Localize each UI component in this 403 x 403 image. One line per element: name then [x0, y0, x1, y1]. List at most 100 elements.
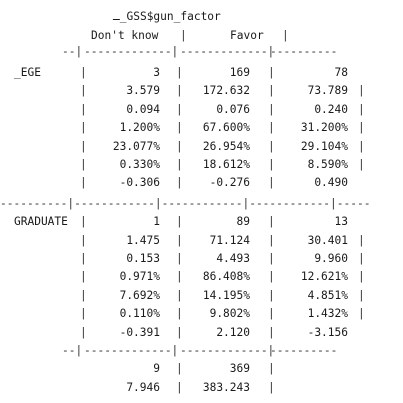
cell-oppose: 0.490: [314, 176, 348, 190]
cell-dont-know: 23.077%: [112, 139, 160, 153]
cell-dont-know: -0.306: [119, 176, 160, 190]
col-divider: |: [80, 84, 87, 98]
row-group-label: GRADUATE: [14, 215, 68, 229]
col-divider: |: [268, 380, 275, 394]
cell-oppose: 13: [334, 215, 348, 229]
total-rule-row: --| -------------| -------------| ---------…: [0, 344, 403, 358]
rule: -------------|: [84, 45, 179, 58]
total-dont-know: 9: [153, 362, 160, 376]
cell-favor: 4.493: [216, 252, 250, 265]
col-divider: |: [176, 84, 183, 98]
cell-favor: 26.954%: [202, 139, 250, 153]
cell-oppose: 12.621%: [300, 270, 348, 284]
table-row: | -0.391 | 2.120 | -3.156: [0, 326, 403, 340]
col-divider: |: [80, 121, 87, 135]
col-divider: |: [176, 252, 183, 265]
header-rule-row: --| -------------| -------------| ------…: [0, 45, 337, 59]
col-divider: |: [268, 66, 275, 79]
col-divider: |: [268, 307, 275, 321]
col-divider: |: [80, 307, 87, 321]
table-row: GRADUATE | 1 | 89 | 13: [0, 215, 403, 229]
col-divider: |: [358, 121, 365, 135]
rule: ----------: [270, 45, 338, 58]
col-divider: |: [282, 29, 289, 42]
row-group-label: _EGE: [14, 66, 41, 79]
cell-dont-know: 0.094: [126, 102, 160, 116]
col-divider: |: [268, 102, 275, 116]
cell-dont-know: 0.971%: [119, 270, 160, 284]
table-row: | 3.579 | 172.632 | 73.789 |: [0, 84, 403, 98]
column-header-row: Don't know | Favor |: [0, 29, 289, 43]
cell-oppose: 78: [334, 66, 348, 79]
cell-dont-know: 3: [153, 66, 160, 79]
total-favor: 369: [229, 362, 250, 376]
table-row: | 0.153 | 4.493 | 9.960 |: [0, 252, 403, 266]
col-divider: |: [80, 215, 87, 229]
total-dont-know: 7.946: [126, 380, 160, 394]
col-divider: |: [268, 325, 275, 339]
col-divider: |: [176, 176, 183, 190]
col-divider: |: [80, 102, 87, 116]
col-divider: |: [180, 29, 187, 42]
cell-dont-know: 1: [153, 215, 160, 229]
rule: -------------|: [180, 45, 275, 58]
rule-short: --|: [62, 344, 83, 357]
col-divider: |: [268, 288, 275, 302]
cell-favor: 89: [236, 215, 250, 229]
col-divider: |: [80, 176, 87, 190]
cell-dont-know: 0.153: [126, 252, 160, 265]
rule-short: --|: [62, 45, 83, 58]
col-divider: |: [268, 252, 275, 265]
cell-dont-know: -0.391: [119, 325, 160, 339]
col-divider: |: [358, 139, 365, 153]
cell-favor: 86.408%: [202, 270, 250, 284]
col-divider: |: [80, 325, 87, 339]
col-divider: |: [176, 215, 183, 229]
col-divider: |: [358, 84, 365, 98]
col-divider: |: [80, 288, 87, 302]
col-header-dont-know: Don't know: [91, 29, 159, 42]
cell-favor: 9.802%: [209, 307, 250, 321]
col-divider: |: [268, 139, 275, 153]
col-divider: |: [268, 121, 275, 135]
table-row: | 1.475 | 71.124 | 30.401 |: [0, 234, 403, 248]
cell-dont-know: 7.692%: [119, 288, 160, 302]
table-row: | -0.306 | -0.276 | 0.490: [0, 176, 403, 190]
col-divider: |: [268, 362, 275, 376]
col-divider: |: [176, 307, 183, 321]
cell-oppose: -3.156: [307, 325, 348, 339]
table-title: ـ_GSS$gun_factor: [113, 10, 221, 23]
cell-oppose: 31.200%: [300, 121, 348, 135]
col-divider: |: [268, 84, 275, 98]
table-row: | 0.971% | 86.408% | 12.621% |: [0, 270, 403, 284]
col-divider: |: [176, 233, 183, 247]
col-divider: |: [358, 252, 365, 265]
col-divider: |: [176, 270, 183, 284]
cell-dont-know: 0.110%: [119, 307, 160, 321]
total-favor: 383.243: [202, 380, 250, 394]
table-row: | 23.077% | 26.954% | 29.104% |: [0, 140, 403, 154]
col-divider: |: [80, 252, 87, 265]
cell-oppose: 30.401: [307, 233, 348, 247]
col-divider: |: [176, 288, 183, 302]
col-divider: |: [358, 102, 365, 116]
cell-oppose: 4.851%: [307, 288, 348, 302]
col-divider: |: [176, 362, 183, 376]
table-row: | 0.094 | 0.076 | 0.240 |: [0, 103, 403, 117]
total-row: 7.946 | 383.243 |: [0, 381, 403, 395]
col-divider: |: [358, 288, 365, 302]
col-divider: |: [268, 215, 275, 229]
table-row: | 7.692% | 14.195% | 4.851% |: [0, 289, 403, 303]
cell-favor: 2.120: [216, 325, 250, 339]
col-divider: |: [80, 233, 87, 247]
cell-dont-know: 1.200%: [119, 121, 160, 135]
cell-oppose: 73.789: [307, 84, 348, 98]
cell-favor: 172.632: [202, 84, 250, 98]
col-divider: |: [358, 158, 365, 171]
col-divider: |: [80, 66, 87, 79]
cell-favor: -0.276: [209, 176, 250, 190]
table-row: | 0.110% | 9.802% | 1.432% |: [0, 307, 403, 321]
rule: ----------|------------|------------|---…: [0, 196, 371, 210]
col-divider: |: [268, 158, 275, 171]
cell-oppose: 29.104%: [300, 139, 348, 153]
